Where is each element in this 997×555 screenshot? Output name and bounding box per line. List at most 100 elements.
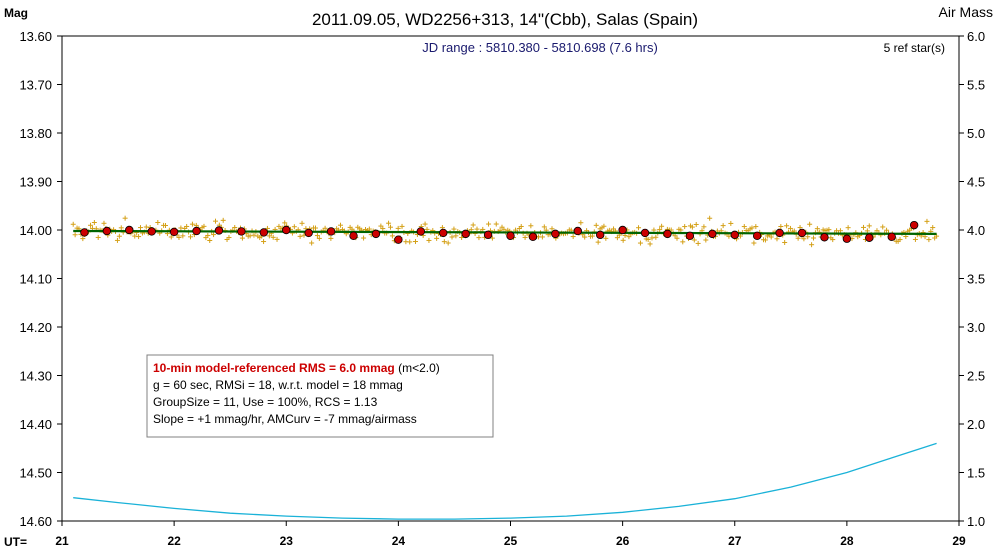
bottom-tick-label: 25: [504, 534, 518, 548]
data-point: [312, 225, 318, 231]
info-line-1: 10-min model-referenced RMS = 6.0 mmag (…: [153, 361, 440, 375]
binned-point: [259, 228, 269, 237]
data-point: [441, 239, 447, 245]
data-point: [805, 234, 811, 240]
binned-point: [820, 233, 829, 242]
data-point: [703, 237, 709, 243]
binned-point: [685, 231, 695, 241]
data-point: [70, 221, 76, 227]
data-point: [251, 232, 257, 238]
data-point: [807, 221, 813, 227]
binned-point: [483, 230, 493, 240]
data-point: [753, 224, 759, 230]
data-point: [768, 234, 774, 240]
binned-point: [371, 229, 381, 239]
data-point: [678, 227, 684, 233]
data-point: [570, 234, 576, 240]
binned-points: [80, 220, 919, 244]
data-point: [811, 235, 817, 241]
data-point: [386, 220, 392, 226]
data-point: [707, 215, 713, 221]
data-point: [474, 226, 480, 232]
right-tick-label: 3.0: [967, 320, 985, 335]
data-point: [366, 226, 372, 232]
data-point: [749, 225, 755, 231]
binned-point: [775, 228, 784, 238]
bottom-tick-label: 27: [728, 534, 742, 548]
data-point: [539, 234, 545, 240]
data-point: [445, 240, 451, 246]
data-point: [116, 233, 122, 239]
data-point: [168, 234, 174, 240]
binned-point: [573, 226, 582, 236]
info-line-3: GroupSize = 11, Use = 100%, RCS = 1.13: [153, 395, 378, 409]
data-point: [434, 235, 440, 241]
data-point: [689, 224, 695, 230]
data-point: [189, 221, 195, 227]
data-point: [603, 235, 609, 241]
binned-point: [618, 225, 627, 235]
data-point: [426, 237, 432, 243]
data-point: [282, 220, 288, 226]
data-point: [378, 223, 384, 229]
bottom-axis-ticks: 21 22 23 24 25 26 27 28 29: [55, 521, 966, 548]
data-point: [261, 239, 267, 245]
right-tick-label: 4.5: [967, 175, 985, 190]
binned-point: [842, 234, 852, 243]
data-point: [459, 234, 465, 240]
bottom-tick-label: 21: [55, 534, 69, 548]
data-point: [501, 226, 507, 232]
data-point: [470, 222, 476, 228]
data-point: [691, 237, 697, 243]
data-point: [636, 225, 642, 231]
data-point: [328, 235, 334, 241]
data-point: [626, 234, 632, 240]
data-point: [264, 225, 270, 231]
airmass-line: [73, 442, 937, 520]
data-point: [188, 234, 194, 240]
data-point: [668, 227, 674, 233]
left-tick-label: 14.20: [19, 320, 52, 335]
binned-point: [304, 228, 313, 238]
data-point: [897, 237, 903, 243]
binned-point: [506, 231, 515, 241]
binned-point: [461, 229, 470, 239]
data-point: [845, 225, 851, 231]
data-point: [653, 234, 659, 240]
chart-title: 2011.09.05, WD2256+313, 14"(Cbb), Salas …: [312, 10, 698, 29]
right-tick-label: 1.5: [967, 466, 985, 481]
data-point: [682, 224, 688, 230]
right-tick-label: 2.5: [967, 369, 985, 384]
data-point: [522, 234, 528, 240]
data-point: [422, 221, 428, 227]
data-point: [270, 234, 276, 240]
data-point: [693, 221, 699, 227]
data-point: [601, 223, 607, 229]
right-tick-label: 1.0: [967, 514, 985, 529]
data-point: [451, 226, 457, 232]
data-point: [232, 225, 238, 231]
binned-point: [730, 230, 739, 240]
bottom-tick-label: 23: [280, 534, 294, 548]
data-point: [247, 233, 253, 239]
data-point: [741, 224, 747, 230]
left-tick-label: 14.00: [19, 223, 52, 238]
data-point: [884, 227, 890, 233]
data-point: [728, 220, 734, 226]
ref-stars-label: 5 ref star(s): [884, 41, 945, 55]
binned-point: [349, 231, 358, 241]
data-point: [91, 220, 97, 226]
data-point: [201, 223, 207, 229]
data-point: [922, 234, 928, 240]
data-point: [136, 234, 142, 240]
data-point: [647, 241, 653, 247]
data-point: [645, 236, 651, 242]
binned-point: [663, 229, 672, 239]
data-point: [399, 223, 405, 229]
right-tick-label: 5.0: [967, 126, 985, 141]
y-axis-label-left: Mag: [4, 6, 28, 20]
binned-point: [169, 227, 179, 237]
data-point: [184, 223, 190, 229]
left-tick-label: 13.80: [19, 126, 52, 141]
binned-point: [752, 231, 762, 241]
